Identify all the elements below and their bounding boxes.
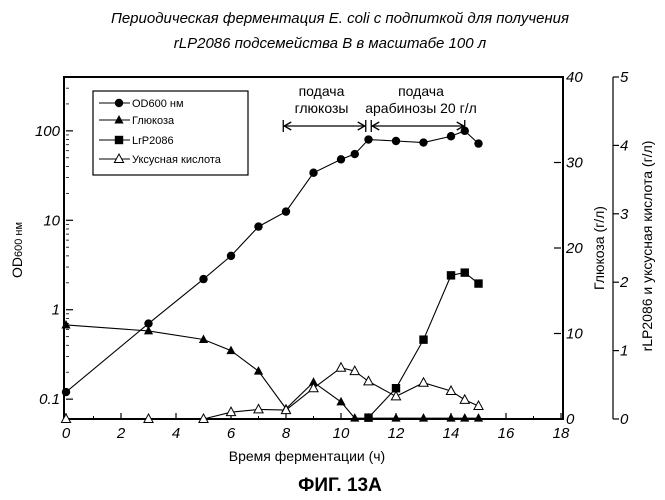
- figure-label: ФИГ. 13А: [298, 475, 382, 496]
- y-right2-tick-label: 0: [620, 411, 629, 428]
- data-point-open-triangle: [460, 395, 469, 404]
- data-point-triangle: [419, 413, 428, 422]
- data-point-triangle: [61, 320, 70, 329]
- data-point-square: [474, 279, 482, 287]
- data-point-open-triangle: [419, 378, 428, 387]
- y-right1-tick-label: 40: [566, 69, 583, 86]
- legend-label: OD600 нм: [132, 98, 184, 110]
- legend-label: Глюкоза: [132, 115, 175, 127]
- data-point-circle: [62, 388, 70, 396]
- data-point-circle: [309, 169, 317, 177]
- legend-label: LrP2086: [132, 135, 174, 147]
- x-tick-label: 16: [498, 425, 515, 442]
- annotations-layer: подачаглюкозыподачаарабинозы 20 г/л: [283, 83, 477, 132]
- y-left-tick-label: 10: [43, 212, 60, 229]
- x-tick-label: 6: [227, 425, 236, 442]
- data-point-triangle: [391, 413, 400, 422]
- data-point-triangle: [254, 366, 263, 375]
- data-point-open-triangle: [254, 404, 263, 413]
- data-point-square: [364, 413, 372, 421]
- legend-swatch-circle: [115, 99, 123, 107]
- y-left-axis-label: OD600 нм: [9, 222, 25, 278]
- data-point-open-triangle: [391, 391, 400, 400]
- y-left-axis-label-sub: 600 нм: [13, 222, 25, 257]
- data-point-circle: [447, 132, 455, 140]
- feed-phase-label: подача: [398, 83, 444, 99]
- data-point-circle: [227, 252, 235, 260]
- feed-phase-label: глюкозы: [295, 100, 349, 116]
- data-point-triangle: [336, 397, 345, 406]
- y-right2-tick-label: 1: [620, 343, 628, 360]
- y-right2-tick-label: 4: [620, 137, 628, 154]
- data-point-circle: [351, 150, 359, 158]
- x-tick-label: 14: [443, 425, 460, 442]
- y-right1-axis-label: Глюкоза (г/л): [591, 206, 607, 290]
- data-point-circle: [254, 222, 262, 230]
- data-point-open-triangle: [474, 401, 483, 410]
- x-tick-label: 10: [333, 425, 350, 442]
- feed-phase-annotation: подачаарабинозы 20 г/л: [365, 83, 477, 132]
- chart-title: Периодическая ферментация E. coli с подп…: [111, 10, 569, 27]
- data-point-circle: [364, 135, 372, 143]
- y-right2-axis-label: rLP2086 и уксусная кислота (г/л): [639, 141, 655, 352]
- legend-swatch-square: [115, 136, 123, 144]
- y-right1-tick-label: 0: [566, 411, 575, 428]
- y-left-tick-label: 0.1: [39, 391, 60, 408]
- y-right2-tick-label: 3: [620, 206, 629, 223]
- data-point-open-triangle: [364, 376, 373, 385]
- data-point-triangle: [446, 413, 455, 422]
- y-right1-tick-label: 20: [565, 240, 583, 257]
- data-point-circle: [282, 207, 290, 215]
- data-point-square: [461, 268, 469, 276]
- x-tick-label: 12: [388, 425, 405, 442]
- series-line-square: [369, 273, 479, 418]
- data-point-circle: [461, 127, 469, 135]
- data-point-circle: [392, 137, 400, 145]
- y-right1-tick-label: 10: [566, 326, 583, 343]
- y-left-tick-label: 1: [52, 302, 60, 319]
- data-point-circle: [199, 275, 207, 283]
- feed-phase-label: подача: [299, 83, 345, 99]
- x-axis-label: Время ферментации (ч): [229, 448, 385, 464]
- data-point-square: [419, 335, 427, 343]
- y-left-tick-label: 100: [35, 123, 61, 140]
- data-point-triangle: [460, 413, 469, 422]
- series-line-open-triangle: [66, 368, 479, 419]
- data-point-circle: [337, 155, 345, 163]
- feed-phase-label: арабинозы 20 г/л: [365, 100, 477, 116]
- x-tick-label: 4: [172, 425, 180, 442]
- series-line-triangle: [66, 325, 479, 418]
- data-point-square: [447, 271, 455, 279]
- series-triangle: [61, 320, 483, 422]
- data-point-triangle: [474, 413, 483, 422]
- data-point-circle: [474, 139, 482, 147]
- x-tick-label: 0: [62, 425, 71, 442]
- y-right1-tick-label: 30: [566, 155, 583, 172]
- x-tick-label: 8: [282, 425, 291, 442]
- y-right2-tick-label: 5: [620, 69, 629, 86]
- feed-phase-annotation: подачаглюкозы: [283, 83, 366, 132]
- legend: OD600 нм Глюкоза LrP2086 Уксусная кислота: [93, 91, 248, 175]
- y-left-axis-label-main: OD: [9, 257, 25, 278]
- data-point-circle: [419, 138, 427, 146]
- chart-subtitle: rLP2086 подсемейства В в масштабе 100 л: [174, 35, 487, 52]
- legend-label: Уксусная кислота: [132, 154, 222, 166]
- x-tick-label: 2: [116, 425, 126, 442]
- y-right2-tick-label: 2: [619, 274, 629, 291]
- data-point-open-triangle: [336, 363, 345, 372]
- series-open-triangle: [61, 363, 483, 423]
